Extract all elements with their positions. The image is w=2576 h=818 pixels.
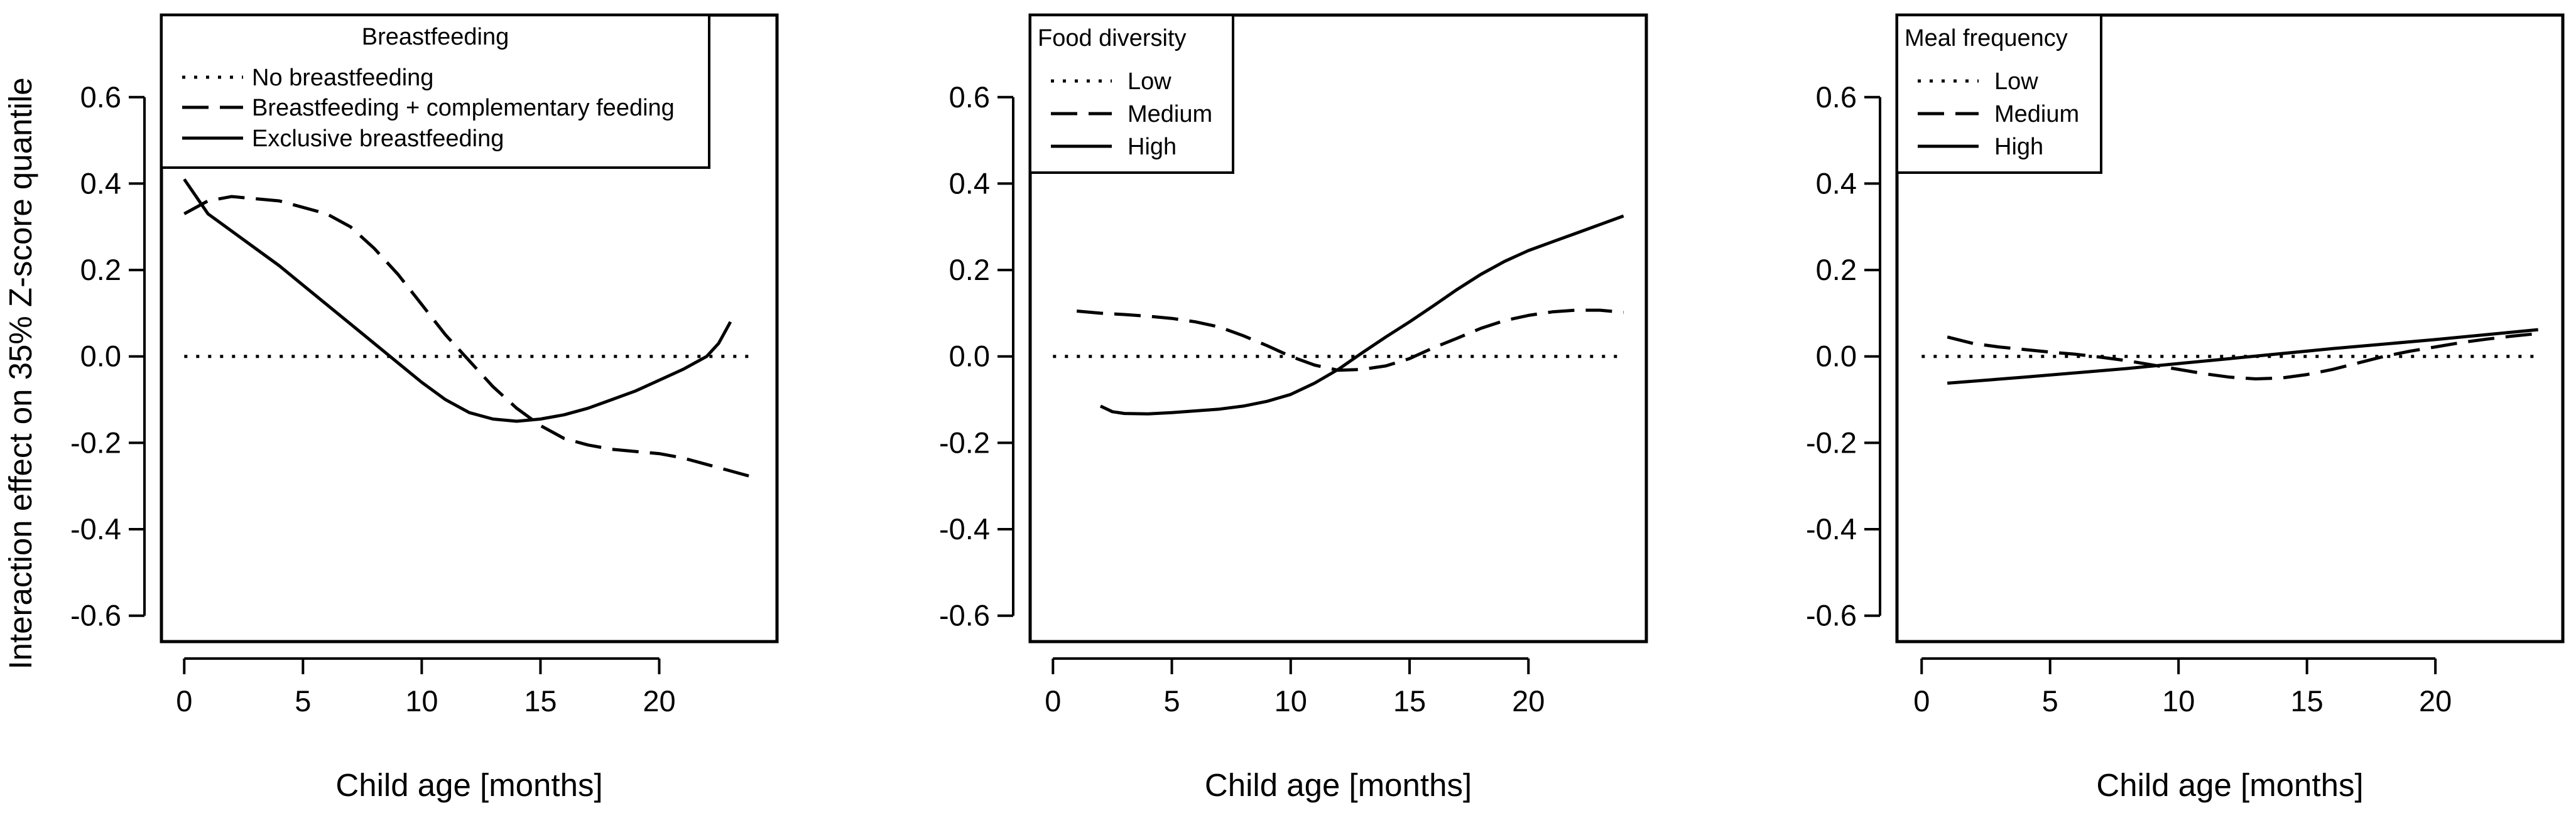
x-tick-label: 5 bbox=[2042, 684, 2058, 718]
y-tick-label: -0.6 bbox=[70, 599, 121, 632]
y-tick-label: -0.4 bbox=[70, 512, 121, 546]
y-tick-label: 0.4 bbox=[1816, 166, 1857, 200]
x-tick-label: 0 bbox=[176, 684, 192, 718]
x-tick-label: 5 bbox=[1163, 684, 1180, 718]
legend-label: Medium bbox=[1128, 101, 1212, 127]
x-tick-label: 10 bbox=[1274, 684, 1307, 718]
legend-label: No breastfeeding bbox=[252, 65, 433, 91]
y-tick-label: -0.2 bbox=[1806, 426, 1857, 459]
legend: Breastfeeding No breastfeeding Breastfeedi… bbox=[160, 14, 710, 169]
legend: Food diversity Low Medium High bbox=[1029, 14, 1234, 174]
plot-frame bbox=[1895, 13, 2565, 643]
y-tick-label: -0.4 bbox=[939, 512, 990, 546]
y-tick-label: -0.6 bbox=[939, 599, 990, 632]
legend: Meal frequency Low Medium High bbox=[1896, 14, 2102, 174]
y-tick-label: -0.6 bbox=[1806, 599, 1857, 632]
chart-panel-1: 0.6 0.4 0.2 0.0 -0.2 -0.4 -0.6 0 5 10 15 20 Child ag… bbox=[70, 13, 779, 803]
legend-label: Low bbox=[1128, 68, 1171, 95]
y-tick-label: -0.2 bbox=[939, 426, 990, 459]
legend-title: Food diversity bbox=[1038, 25, 1187, 51]
y-tick-label: 0.6 bbox=[80, 80, 121, 114]
legend-label: Low bbox=[1994, 68, 2038, 95]
y-tick-label: 0.2 bbox=[80, 253, 121, 286]
x-tick-label: 15 bbox=[524, 684, 557, 718]
x-axis-label: Child age [months] bbox=[2096, 767, 2363, 803]
x-tick-label: 0 bbox=[1913, 684, 1930, 718]
plot-frame bbox=[1028, 13, 1648, 643]
x-axis-label: Child age [months] bbox=[1205, 767, 1472, 803]
y-tick-label: 0.4 bbox=[80, 166, 121, 200]
x-axis-label: Child age [months] bbox=[335, 767, 602, 803]
y-tick-label: 0.0 bbox=[1816, 340, 1857, 373]
x-tick-label: 15 bbox=[1393, 684, 1426, 718]
chart-panel-2: 0.6 0.4 0.2 0.0 -0.2 -0.4 -0.6 0 5 10 15 20 Child ag… bbox=[939, 13, 1648, 803]
x-tick-label: 20 bbox=[1512, 684, 1545, 718]
x-tick-label: 10 bbox=[405, 684, 438, 718]
y-tick-label: 0.0 bbox=[80, 340, 121, 373]
x-tick-label: 0 bbox=[1045, 684, 1061, 718]
series-line bbox=[183, 178, 732, 423]
legend-label: Medium bbox=[1994, 101, 2079, 127]
legend-title: Meal frequency bbox=[1905, 25, 2068, 51]
y-axis-label: Interaction effect on 35% Z-score quanti… bbox=[3, 77, 38, 669]
legend-label: Breastfeeding + complementary feeding bbox=[252, 95, 675, 121]
legend-label: Exclusive breastfeeding bbox=[252, 126, 504, 152]
series-line bbox=[1099, 214, 1624, 416]
y-tick-label: 0.4 bbox=[949, 166, 990, 200]
series-line bbox=[1947, 331, 2538, 380]
legend-label: High bbox=[1128, 134, 1177, 160]
legend-title: Breastfeeding bbox=[362, 24, 509, 50]
y-tick-label: -0.2 bbox=[70, 426, 121, 459]
chart-panel-3: 0.6 0.4 0.2 0.0 -0.2 -0.4 -0.6 0 5 10 15 20 Child ag… bbox=[1806, 13, 2565, 803]
series-line bbox=[183, 195, 755, 479]
x-tick-label: 20 bbox=[643, 684, 675, 718]
x-tick-label: 5 bbox=[295, 684, 311, 718]
series-line bbox=[1076, 308, 1624, 372]
legend-label: High bbox=[1994, 134, 2043, 160]
series-line bbox=[1947, 328, 2538, 385]
y-tick-label: -0.4 bbox=[1806, 512, 1857, 546]
y-tick-label: 0.2 bbox=[1816, 253, 1857, 286]
x-tick-label: 10 bbox=[2162, 684, 2195, 718]
y-tick-label: 0.2 bbox=[949, 253, 990, 286]
x-tick-label: 20 bbox=[2419, 684, 2452, 718]
x-tick-label: 15 bbox=[2291, 684, 2323, 718]
y-tick-label: 0.0 bbox=[949, 340, 990, 373]
y-tick-label: 0.6 bbox=[1816, 80, 1857, 114]
y-tick-label: 0.6 bbox=[949, 80, 990, 114]
legend-box bbox=[160, 14, 710, 169]
